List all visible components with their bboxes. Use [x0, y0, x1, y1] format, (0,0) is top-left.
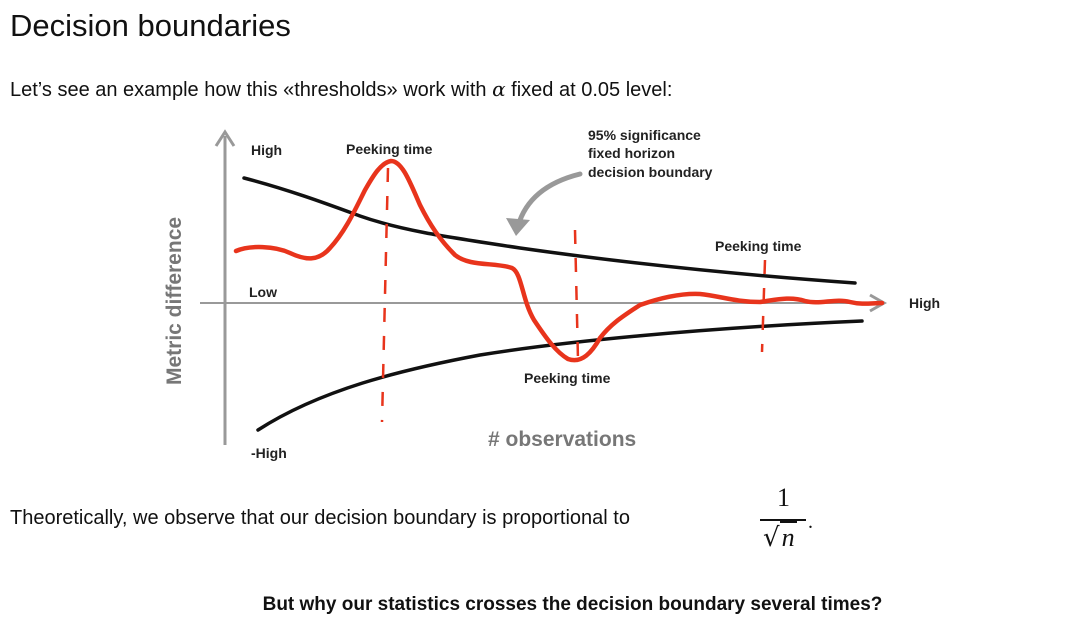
y-axis-arrowhead	[214, 129, 236, 147]
x-axis-title: # observations	[488, 428, 636, 451]
annotation-line-1: 95% significance	[588, 127, 701, 143]
intro-text: Let’s see an example how this «threshold…	[10, 77, 672, 102]
closing-question: But why our statistics crosses the decis…	[262, 594, 883, 615]
label-high-top: High	[251, 142, 282, 158]
inverse-sqrt-n-formula: 1 √n .	[760, 483, 813, 568]
theory-text: Theoretically, we observe that our decis…	[10, 507, 630, 529]
lower-decision-boundary	[256, 319, 864, 432]
test-statistic-curve	[233, 158, 885, 363]
y-axis-title: Metric difference	[163, 217, 186, 385]
formula-variable-n: n	[779, 521, 797, 552]
peek-label-2: Peeking time	[524, 370, 611, 386]
peek-label-1: Peeking time	[346, 141, 433, 157]
label-low: Low	[249, 284, 277, 300]
label-neg-high: -High	[251, 445, 287, 461]
peek-line-3	[760, 259, 767, 353]
annotation-arrow	[515, 171, 583, 229]
peek-line-1	[380, 167, 390, 423]
peek-line-2	[573, 229, 580, 361]
sqrt-symbol: √	[763, 523, 780, 553]
peek-label-3: Peeking time	[715, 238, 802, 254]
annotation-line-2: fixed horizon	[588, 145, 675, 161]
formula-period: .	[808, 511, 813, 533]
slide-title: Decision boundaries	[10, 8, 291, 43]
formula-numerator: 1	[777, 483, 790, 512]
fraction-bar	[760, 519, 806, 521]
alpha-symbol: α	[492, 77, 506, 101]
label-high-right: High	[909, 295, 940, 311]
intro-text-after: fixed at 0.05 level:	[505, 79, 673, 101]
intro-text-before: Let’s see an example how this «threshold…	[10, 79, 493, 101]
annotation-line-3: decision boundary	[588, 164, 713, 180]
annotation-arrowhead	[506, 218, 530, 236]
upper-decision-boundary	[242, 176, 857, 285]
formula-denominator: √n	[763, 521, 797, 553]
